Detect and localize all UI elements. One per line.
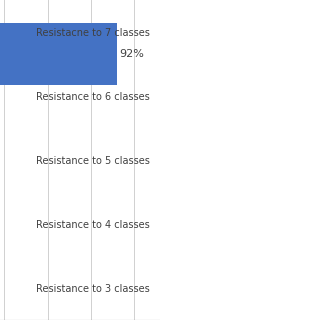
Bar bbox=[0, 23, 117, 85]
Text: 92%: 92% bbox=[119, 49, 144, 59]
